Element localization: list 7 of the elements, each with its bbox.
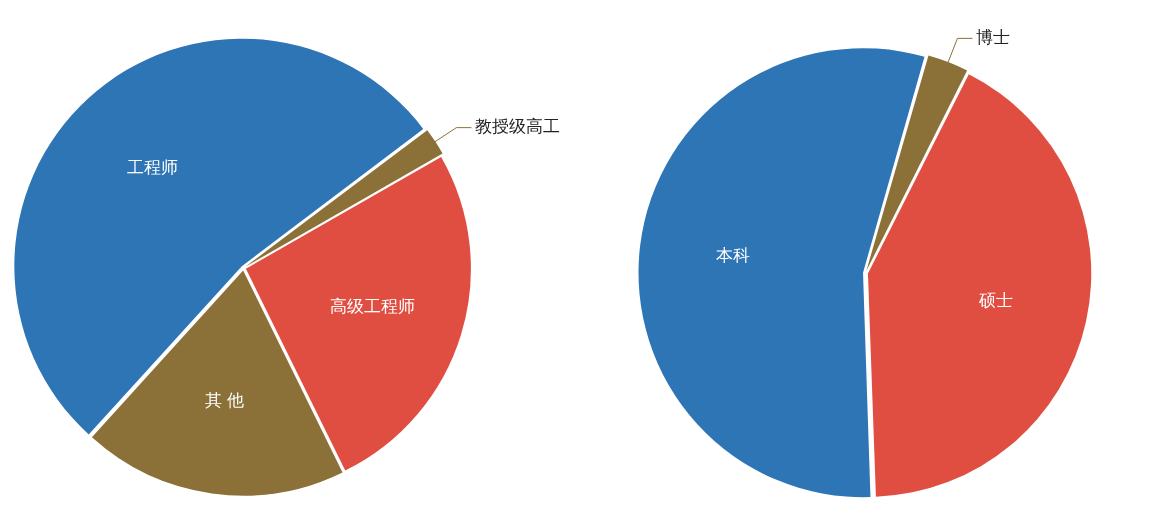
slice-label: 本科 [716,245,751,266]
slice-label: 教授级高工 [475,116,561,137]
slice-label: 博士 [976,26,1011,47]
slice-label: 高级工程师 [330,295,416,316]
slice-label: 硕士 [977,290,1013,311]
slice-label: 其 他 [205,390,245,411]
slice-label: 工程师 [126,156,178,177]
